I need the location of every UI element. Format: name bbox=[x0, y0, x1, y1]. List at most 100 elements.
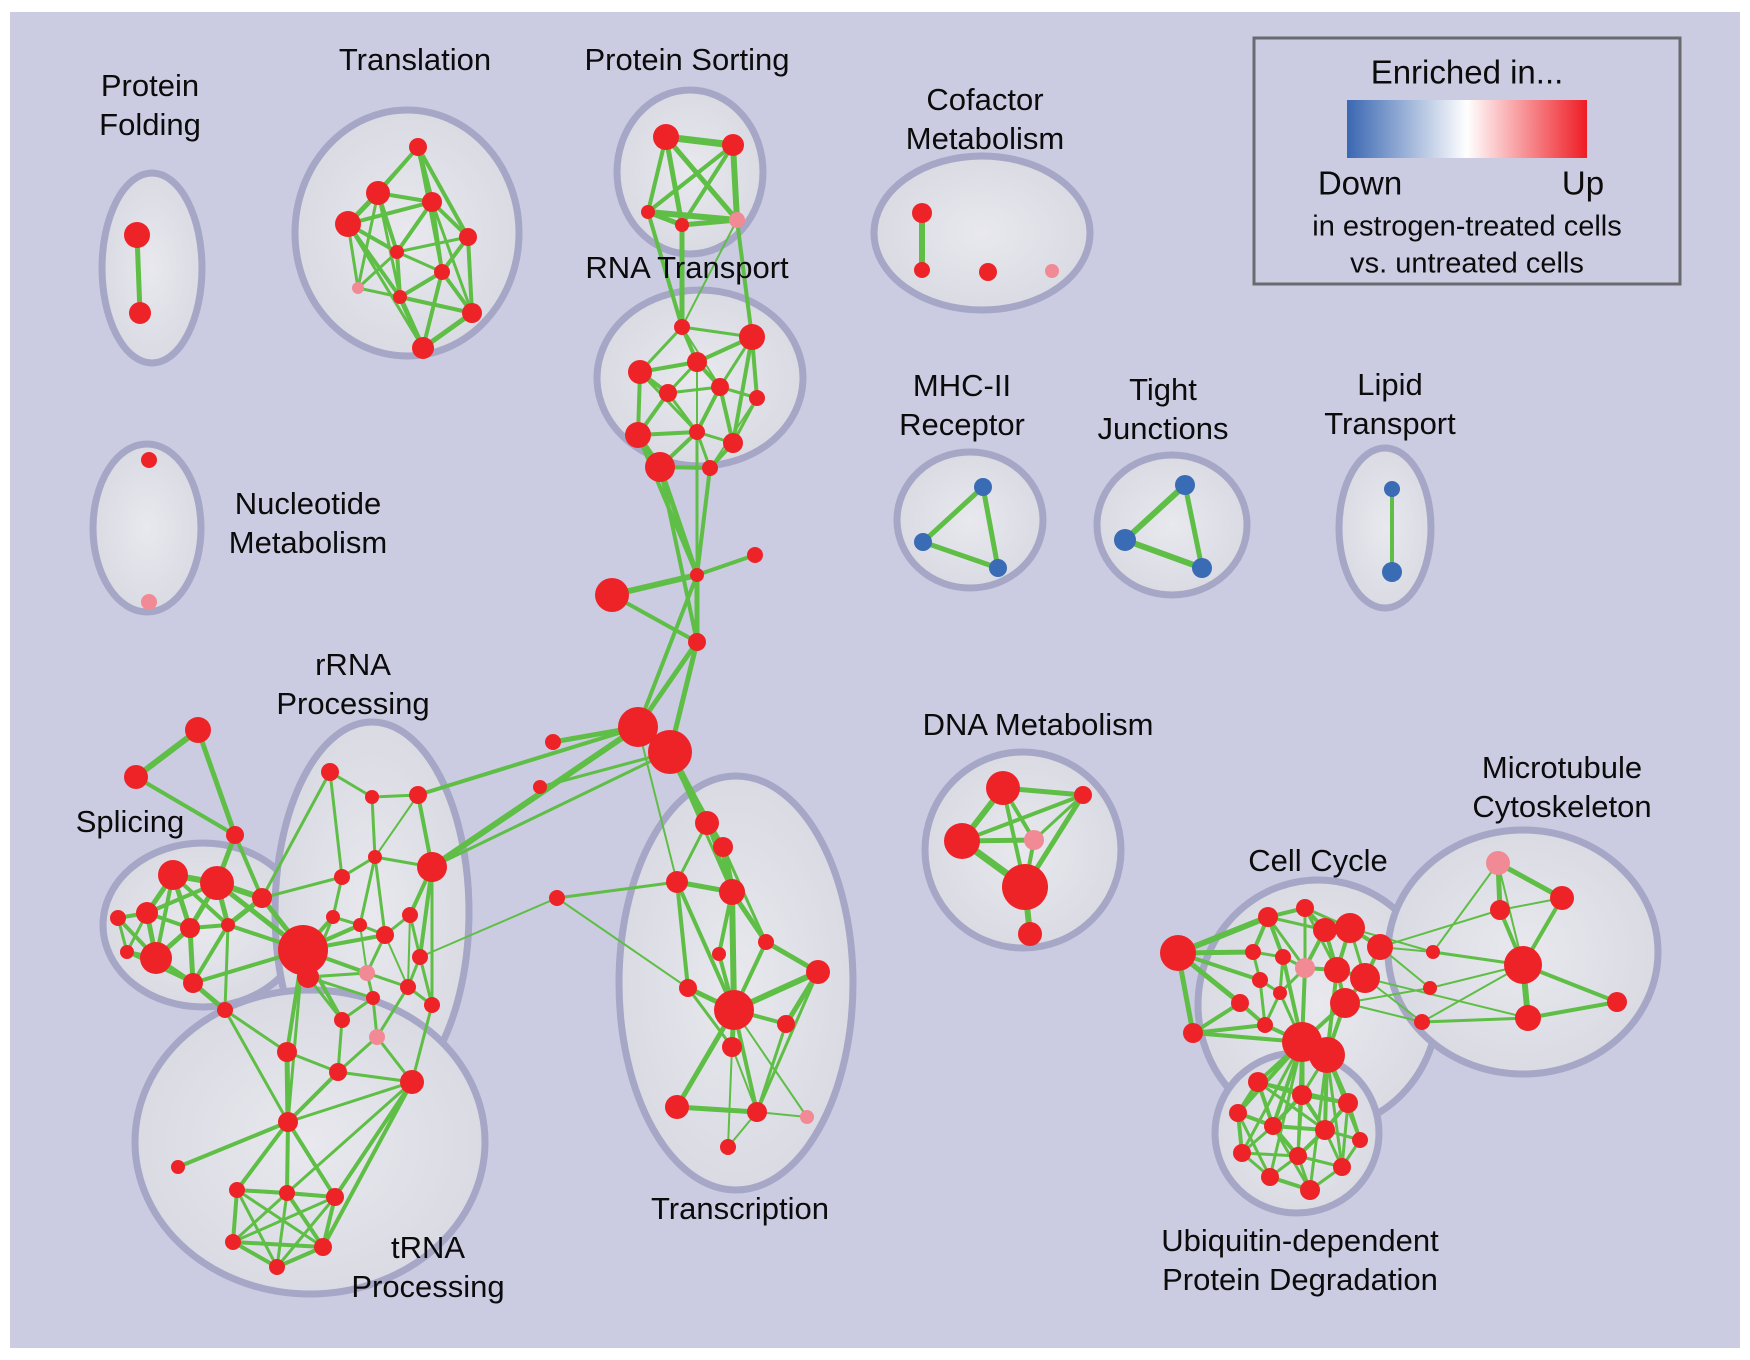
node-translation-1[interactable] bbox=[366, 181, 390, 205]
node-hubs-6[interactable] bbox=[545, 734, 561, 750]
node-transcription-10[interactable] bbox=[722, 1037, 742, 1057]
node-transcription-11[interactable] bbox=[665, 1095, 689, 1119]
node-cell-cycle-3[interactable] bbox=[1296, 899, 1314, 917]
node-protein-folding-1[interactable] bbox=[129, 302, 151, 324]
node-rrna-processing-16[interactable] bbox=[334, 1012, 350, 1028]
node-rna-transport-9[interactable] bbox=[723, 433, 743, 453]
node-rrna-processing-3[interactable] bbox=[334, 869, 350, 885]
node-rrna-processing-21[interactable] bbox=[297, 966, 319, 988]
node-protein-sorting-4[interactable] bbox=[729, 212, 745, 228]
node-cell-cycle-13[interactable] bbox=[1273, 986, 1287, 1000]
node-hubs-4[interactable] bbox=[618, 707, 658, 747]
node-dna-metabolism-3[interactable] bbox=[1024, 830, 1044, 850]
node-splicing-3[interactable] bbox=[180, 918, 200, 938]
node-microtubule-cytoskeleton-0[interactable] bbox=[1486, 851, 1510, 875]
node-transcription-7[interactable] bbox=[806, 960, 830, 984]
node-trna-processing-7[interactable] bbox=[269, 1259, 285, 1275]
node-dna-metabolism-1[interactable] bbox=[1074, 786, 1092, 804]
node-rna-transport-4[interactable] bbox=[659, 384, 677, 402]
node-translation-6[interactable] bbox=[434, 264, 450, 280]
node-transcription-9[interactable] bbox=[777, 1015, 795, 1033]
node-rrna-processing-14[interactable] bbox=[366, 991, 380, 1005]
node-protein-folding-0[interactable] bbox=[124, 222, 150, 248]
node-splicing-7[interactable] bbox=[217, 1002, 233, 1018]
node-rna-transport-5[interactable] bbox=[711, 378, 729, 396]
node-cell-cycle-20[interactable] bbox=[1423, 981, 1437, 995]
node-protein-sorting-0[interactable] bbox=[653, 124, 679, 150]
node-cofactor-metabolism-1[interactable] bbox=[914, 262, 930, 278]
node-rna-transport-7[interactable] bbox=[625, 422, 651, 448]
node-rrna-processing-6[interactable] bbox=[326, 910, 340, 924]
node-hubs-10[interactable] bbox=[124, 765, 148, 789]
node-cell-cycle-11[interactable] bbox=[1350, 963, 1380, 993]
node-microtubule-cytoskeleton-5[interactable] bbox=[1607, 992, 1627, 1012]
node-mhc-ii-receptor-1[interactable] bbox=[914, 533, 932, 551]
node-rrna-processing-20[interactable] bbox=[277, 1042, 297, 1062]
node-ubiquitin-degradation-0[interactable] bbox=[1248, 1072, 1268, 1092]
node-ubiquitin-degradation-11[interactable] bbox=[1300, 1180, 1320, 1200]
node-splicing-2[interactable] bbox=[136, 902, 158, 924]
node-cofactor-metabolism-2[interactable] bbox=[979, 263, 997, 281]
node-rrna-processing-2[interactable] bbox=[409, 786, 427, 804]
node-rna-transport-2[interactable] bbox=[628, 360, 652, 384]
node-cell-cycle-4[interactable] bbox=[1313, 918, 1337, 942]
node-ubiquitin-degradation-10[interactable] bbox=[1261, 1168, 1279, 1186]
node-ubiquitin-degradation-5[interactable] bbox=[1315, 1120, 1335, 1140]
node-ubiquitin-degradation-6[interactable] bbox=[1352, 1132, 1368, 1148]
node-transcription-3[interactable] bbox=[719, 879, 745, 905]
node-rna-transport-10[interactable] bbox=[645, 452, 675, 482]
node-hubs-1[interactable] bbox=[690, 568, 704, 582]
node-hubs-2[interactable] bbox=[747, 547, 763, 563]
node-microtubule-cytoskeleton-2[interactable] bbox=[1490, 900, 1510, 920]
node-translation-0[interactable] bbox=[409, 138, 427, 156]
node-hubs-7[interactable] bbox=[533, 780, 547, 794]
node-ubiquitin-degradation-2[interactable] bbox=[1338, 1093, 1358, 1113]
node-dna-metabolism-2[interactable] bbox=[944, 823, 980, 859]
node-trna-processing-5[interactable] bbox=[225, 1234, 241, 1250]
node-rrna-processing-18[interactable] bbox=[329, 1063, 347, 1081]
node-dna-metabolism-0[interactable] bbox=[986, 771, 1020, 805]
node-nucleotide-metabolism-0[interactable] bbox=[141, 452, 157, 468]
node-translation-2[interactable] bbox=[422, 192, 442, 212]
node-transcription-0[interactable] bbox=[695, 811, 719, 835]
node-tight-junctions-0[interactable] bbox=[1175, 475, 1195, 495]
node-hubs-11[interactable] bbox=[226, 826, 244, 844]
node-rrna-processing-13[interactable] bbox=[400, 979, 416, 995]
node-rrna-processing-7[interactable] bbox=[353, 918, 367, 932]
node-rrna-processing-10[interactable] bbox=[278, 925, 328, 975]
node-hubs-3[interactable] bbox=[688, 633, 706, 651]
node-hubs-9[interactable] bbox=[185, 717, 211, 743]
node-splicing-8[interactable] bbox=[110, 910, 126, 926]
node-cell-cycle-9[interactable] bbox=[1295, 958, 1315, 978]
node-cell-cycle-5[interactable] bbox=[1335, 913, 1365, 943]
node-cell-cycle-8[interactable] bbox=[1275, 949, 1291, 965]
node-trna-processing-3[interactable] bbox=[279, 1185, 295, 1201]
node-cell-cycle-2[interactable] bbox=[1258, 907, 1278, 927]
node-cofactor-metabolism-0[interactable] bbox=[912, 203, 932, 223]
node-cell-cycle-19[interactable] bbox=[1414, 1014, 1430, 1030]
node-splicing-1[interactable] bbox=[200, 866, 234, 900]
node-splicing-9[interactable] bbox=[120, 945, 134, 959]
node-microtubule-cytoskeleton-3[interactable] bbox=[1504, 946, 1542, 984]
node-transcription-4[interactable] bbox=[758, 934, 774, 950]
node-tight-junctions-2[interactable] bbox=[1192, 558, 1212, 578]
node-protein-sorting-1[interactable] bbox=[722, 134, 744, 156]
node-rrna-processing-12[interactable] bbox=[412, 949, 428, 965]
node-translation-8[interactable] bbox=[393, 290, 407, 304]
node-transcription-12[interactable] bbox=[747, 1102, 767, 1122]
node-translation-10[interactable] bbox=[412, 337, 434, 359]
node-cell-cycle-15[interactable] bbox=[1257, 1017, 1273, 1033]
node-rrna-processing-17[interactable] bbox=[424, 997, 440, 1013]
node-lipid-transport-0[interactable] bbox=[1384, 481, 1400, 497]
node-trna-processing-6[interactable] bbox=[314, 1238, 332, 1256]
node-transcription-6[interactable] bbox=[679, 979, 697, 997]
node-translation-9[interactable] bbox=[462, 303, 482, 323]
node-rrna-processing-1[interactable] bbox=[365, 790, 379, 804]
node-splicing-5[interactable] bbox=[140, 942, 172, 974]
node-ubiquitin-degradation-9[interactable] bbox=[1333, 1158, 1351, 1176]
node-dna-metabolism-4[interactable] bbox=[1002, 864, 1048, 910]
node-translation-3[interactable] bbox=[335, 211, 361, 237]
node-cell-cycle-6[interactable] bbox=[1367, 934, 1393, 960]
node-rrna-processing-22[interactable] bbox=[252, 888, 272, 908]
node-nucleotide-metabolism-1[interactable] bbox=[141, 594, 157, 610]
